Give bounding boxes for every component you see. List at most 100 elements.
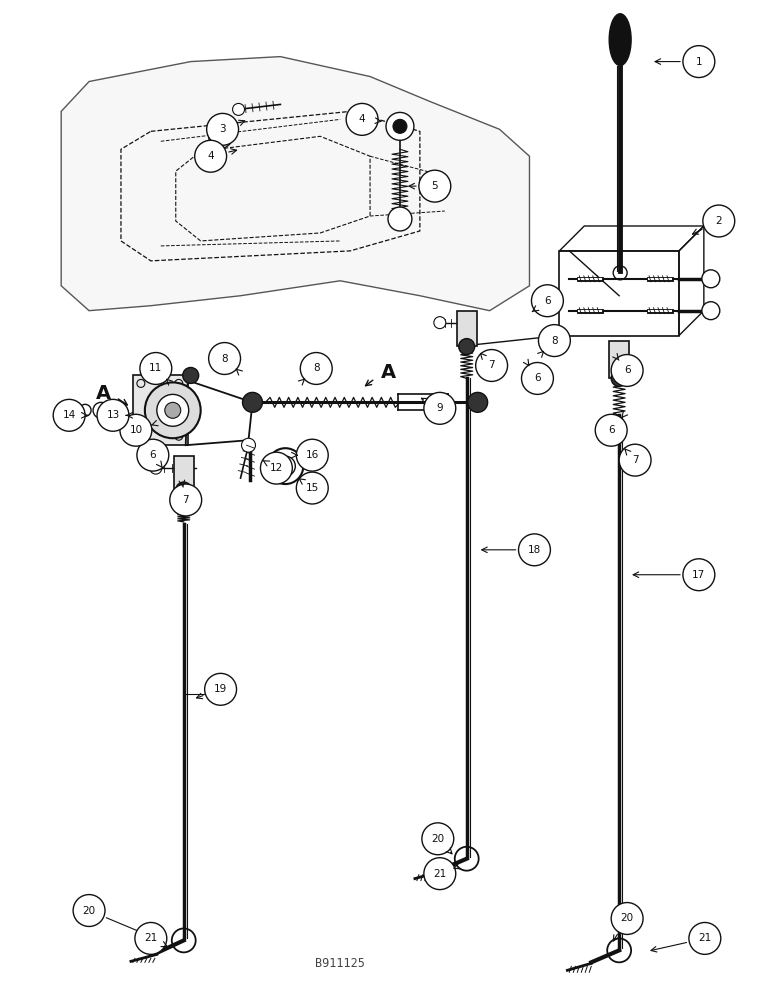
Text: 4: 4 — [359, 114, 365, 124]
Circle shape — [242, 438, 256, 452]
Text: A: A — [381, 363, 395, 382]
Circle shape — [388, 207, 412, 231]
Circle shape — [73, 895, 105, 926]
Circle shape — [296, 472, 328, 504]
Circle shape — [157, 394, 188, 426]
Circle shape — [183, 367, 198, 383]
Circle shape — [111, 402, 127, 418]
Circle shape — [296, 439, 328, 471]
Circle shape — [135, 922, 167, 954]
Circle shape — [393, 119, 407, 133]
Circle shape — [346, 103, 378, 135]
Circle shape — [522, 362, 554, 394]
Circle shape — [386, 112, 414, 140]
Text: 19: 19 — [214, 684, 227, 694]
Circle shape — [120, 414, 152, 446]
Circle shape — [164, 402, 181, 418]
Text: 1: 1 — [696, 57, 703, 67]
Circle shape — [260, 452, 293, 484]
Text: 15: 15 — [306, 483, 319, 493]
Circle shape — [140, 353, 172, 384]
Text: A: A — [96, 384, 110, 403]
Text: 4: 4 — [208, 151, 214, 161]
Polygon shape — [61, 57, 530, 311]
Text: 17: 17 — [692, 570, 706, 580]
Circle shape — [434, 317, 445, 329]
Circle shape — [459, 339, 475, 355]
Circle shape — [208, 343, 241, 374]
Text: 12: 12 — [269, 463, 283, 473]
Text: 11: 11 — [149, 363, 162, 373]
Text: 9: 9 — [436, 403, 443, 413]
Circle shape — [205, 673, 236, 705]
Circle shape — [97, 399, 129, 431]
Circle shape — [176, 482, 191, 498]
Text: 6: 6 — [608, 425, 615, 435]
Circle shape — [207, 113, 239, 145]
Circle shape — [611, 370, 627, 386]
Text: 20: 20 — [621, 913, 634, 923]
Bar — [609, 341, 629, 378]
Bar — [457, 311, 476, 346]
Text: 6: 6 — [150, 450, 156, 460]
Text: 21: 21 — [144, 933, 157, 943]
Text: 18: 18 — [528, 545, 541, 555]
Circle shape — [468, 392, 488, 412]
Circle shape — [170, 484, 201, 516]
Bar — [174, 456, 194, 490]
Circle shape — [424, 858, 455, 890]
Bar — [133, 375, 188, 445]
Circle shape — [419, 170, 451, 202]
Circle shape — [703, 205, 735, 237]
Text: 21: 21 — [433, 869, 446, 879]
Text: 16: 16 — [306, 450, 319, 460]
Text: 7: 7 — [631, 455, 638, 465]
Circle shape — [702, 302, 720, 320]
Text: 8: 8 — [313, 363, 320, 373]
Circle shape — [208, 124, 232, 148]
Circle shape — [93, 402, 109, 418]
Text: 2: 2 — [716, 216, 722, 226]
Circle shape — [300, 353, 332, 384]
Text: 13: 13 — [107, 410, 120, 420]
Circle shape — [611, 903, 643, 934]
Text: 7: 7 — [182, 495, 189, 505]
Circle shape — [702, 270, 720, 288]
Text: 14: 14 — [63, 410, 76, 420]
Circle shape — [79, 404, 91, 416]
Text: 6: 6 — [534, 373, 540, 383]
Circle shape — [267, 448, 303, 484]
Circle shape — [232, 103, 245, 115]
Text: 5: 5 — [432, 181, 438, 191]
Text: 10: 10 — [130, 425, 143, 435]
Circle shape — [422, 823, 454, 855]
Circle shape — [683, 46, 715, 78]
Text: 7: 7 — [489, 360, 495, 370]
Ellipse shape — [609, 14, 631, 66]
Circle shape — [53, 399, 85, 431]
Text: 8: 8 — [222, 354, 228, 364]
Circle shape — [476, 350, 507, 381]
Text: 20: 20 — [83, 906, 96, 916]
Bar — [560, 251, 679, 336]
Text: 8: 8 — [551, 336, 557, 346]
Circle shape — [242, 392, 262, 412]
Circle shape — [150, 462, 162, 474]
Circle shape — [683, 559, 715, 591]
Circle shape — [195, 140, 226, 172]
Text: 21: 21 — [698, 933, 712, 943]
Circle shape — [595, 414, 627, 446]
Circle shape — [531, 285, 564, 317]
Text: 6: 6 — [544, 296, 550, 306]
Circle shape — [611, 355, 643, 386]
Circle shape — [689, 922, 721, 954]
Circle shape — [424, 392, 455, 424]
Text: 3: 3 — [219, 124, 226, 134]
Text: 20: 20 — [432, 834, 445, 844]
Circle shape — [619, 444, 651, 476]
Circle shape — [519, 534, 550, 566]
Circle shape — [137, 439, 169, 471]
Text: 6: 6 — [624, 365, 631, 375]
Text: B911125: B911125 — [315, 957, 365, 970]
Circle shape — [538, 325, 571, 357]
